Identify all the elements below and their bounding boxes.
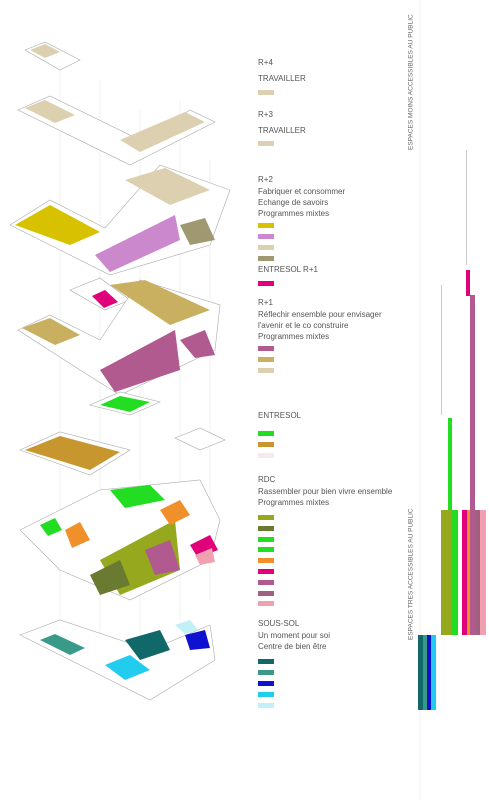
r1-plate [17,279,221,396]
swatches [258,90,274,708]
sous-sol-plate [19,619,216,701]
level-name: ENTRESOL [258,411,302,420]
r2-plate [9,164,231,276]
level-text: TRAVAILLER [258,126,306,135]
level-text: Programmes mixtes [258,332,329,341]
level-text: Echange de savoirs [258,198,328,207]
level-text: Rassembler pour bien vivre ensemble [258,487,393,496]
level-name: R+3 [258,110,273,119]
entresol-plate [19,391,226,476]
level-text: Centre de bien être [258,642,327,651]
level-text: Un moment pour soi [258,631,330,640]
r3-plate [17,95,216,166]
side-label: ESPACES MOINS ACCESSIBLES AU PUBLIC [408,14,415,150]
level-text: Programmes mixtes [258,209,329,218]
legend: R+4 TRAVAILLER R+3 TRAVAILLER R+2 Fabriquer e… [258,58,393,651]
level-text: Fabriquer et consommer [258,187,345,196]
level-text: Programmes mixtes [258,498,329,507]
rdc-plate [19,479,221,601]
level-name: R+2 [258,175,273,184]
level-text: Réflechir ensemble pour envisager [258,310,382,319]
r4-plate [24,41,81,71]
entresol-r1-plate [69,277,131,311]
level-text: TRAVAILLER [258,74,306,83]
level-name: ENTRESOL R+1 [258,265,318,274]
level-name: R+4 [258,58,273,67]
level-name: SOUS-SOL [258,619,300,628]
level-name: R+1 [258,298,273,307]
side-label: ESPACES TRES ACCESSIBLES AU PUBLIC [408,508,415,640]
bars [418,0,486,800]
level-text: l'avenir et le co construire [258,321,349,330]
level-name: RDC [258,475,276,484]
